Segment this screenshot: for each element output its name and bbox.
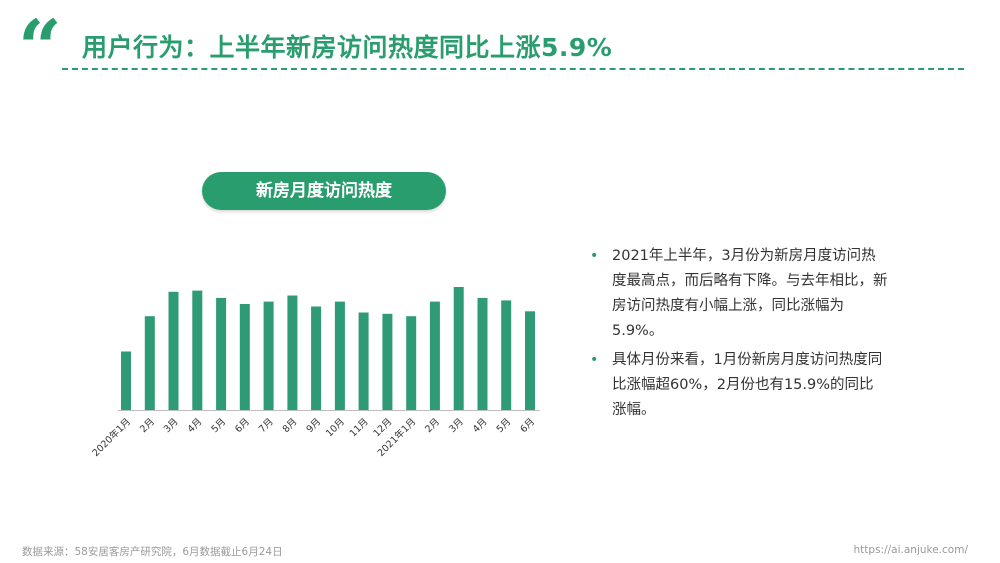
x-tick-label: 2月 (423, 416, 442, 435)
x-tick-label: 6月 (518, 416, 537, 435)
x-tick-label: 5月 (495, 416, 514, 435)
x-tick-label: 11月 (348, 416, 371, 439)
bar (239, 304, 250, 410)
insight-text: 2021年上半年，3月份为新房月度访问热度最高点，而后略有下降。与去年相比，新房… (612, 248, 888, 339)
x-tick-label: 10月 (324, 416, 347, 439)
x-tick-label: 8月 (281, 416, 300, 435)
bar (192, 290, 203, 410)
bar (453, 287, 464, 410)
insight-item: • 具体月份来看，1月份新房月度访问热度同比涨幅超60%，2月份也有15.9%的… (588, 348, 888, 423)
page-title: 用户行为：上半年新房访问热度同比上涨5.9% (82, 33, 613, 62)
x-tick-label: 6月 (233, 416, 252, 435)
bar (334, 301, 345, 410)
insight-item: • 2021年上半年，3月份为新房月度访问热度最高点，而后略有下降。与去年相比，… (588, 244, 888, 344)
x-tick-label: 4月 (471, 416, 490, 435)
bar (406, 316, 417, 410)
data-source-note: 数据来源：58安居客房产研究院，6月数据截止6月24日 (22, 546, 283, 558)
quote-mark-icon: “ (18, 3, 62, 92)
bar (525, 311, 535, 410)
bar (382, 313, 393, 410)
bar (144, 316, 155, 410)
bar (358, 312, 369, 410)
bar (121, 351, 131, 410)
bar (501, 300, 512, 410)
chart-title-pill: 新房月度访问热度 (202, 172, 446, 210)
title-divider (62, 68, 964, 70)
bar (263, 301, 274, 410)
x-tick-label: 9月 (304, 416, 323, 435)
bar (216, 297, 227, 410)
source-url-link[interactable]: https://ai.anjuke.com/ (853, 544, 968, 556)
bar (477, 297, 488, 410)
insight-text: 具体月份来看，1月份新房月度访问热度同比涨幅超60%，2月份也有15.9%的同比… (612, 352, 883, 418)
x-tick-label: 2020年1月 (90, 416, 133, 459)
x-tick-label: 2月 (138, 416, 157, 435)
bullet-dot-icon: • (590, 248, 599, 264)
bullet-dot-icon: • (590, 352, 599, 368)
bar (311, 306, 322, 410)
bar (429, 301, 440, 410)
x-tick-label: 3月 (447, 416, 466, 435)
bar (168, 291, 179, 410)
insight-list: • 2021年上半年，3月份为新房月度访问热度最高点，而后略有下降。与去年相比，… (588, 244, 888, 427)
bar (287, 295, 298, 410)
x-tick-label: 5月 (209, 416, 228, 435)
x-tick-label: 3月 (162, 416, 181, 435)
x-tick-label: 4月 (186, 416, 205, 435)
x-tick-label: 7月 (257, 416, 276, 435)
